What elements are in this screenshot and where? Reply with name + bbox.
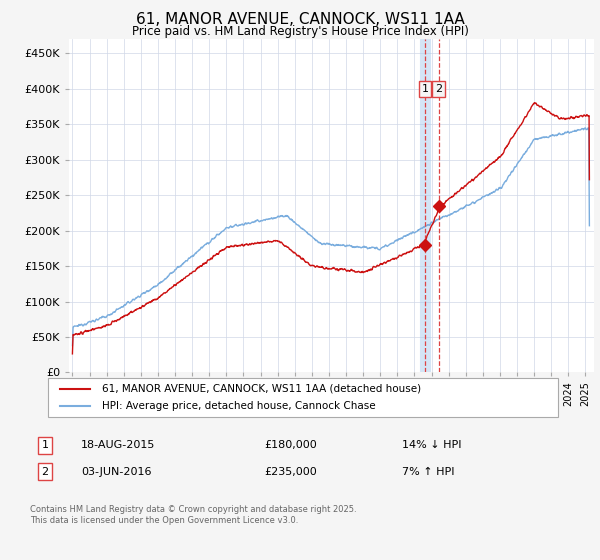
Text: 2: 2 <box>435 84 442 94</box>
Text: 61, MANOR AVENUE, CANNOCK, WS11 1AA (detached house): 61, MANOR AVENUE, CANNOCK, WS11 1AA (det… <box>102 384 421 394</box>
Text: 03-JUN-2016: 03-JUN-2016 <box>81 466 151 477</box>
Text: 2: 2 <box>41 466 49 477</box>
Text: 7% ↑ HPI: 7% ↑ HPI <box>402 466 455 477</box>
Text: 1: 1 <box>422 84 428 94</box>
Text: £235,000: £235,000 <box>264 466 317 477</box>
Text: 14% ↓ HPI: 14% ↓ HPI <box>402 440 461 450</box>
Text: Price paid vs. HM Land Registry's House Price Index (HPI): Price paid vs. HM Land Registry's House … <box>131 25 469 38</box>
Text: Contains HM Land Registry data © Crown copyright and database right 2025.
This d: Contains HM Land Registry data © Crown c… <box>30 505 356 525</box>
Text: HPI: Average price, detached house, Cannock Chase: HPI: Average price, detached house, Cann… <box>102 401 376 411</box>
Text: 1: 1 <box>41 440 49 450</box>
Text: 61, MANOR AVENUE, CANNOCK, WS11 1AA: 61, MANOR AVENUE, CANNOCK, WS11 1AA <box>136 12 464 27</box>
Text: 18-AUG-2015: 18-AUG-2015 <box>81 440 155 450</box>
Text: £180,000: £180,000 <box>264 440 317 450</box>
